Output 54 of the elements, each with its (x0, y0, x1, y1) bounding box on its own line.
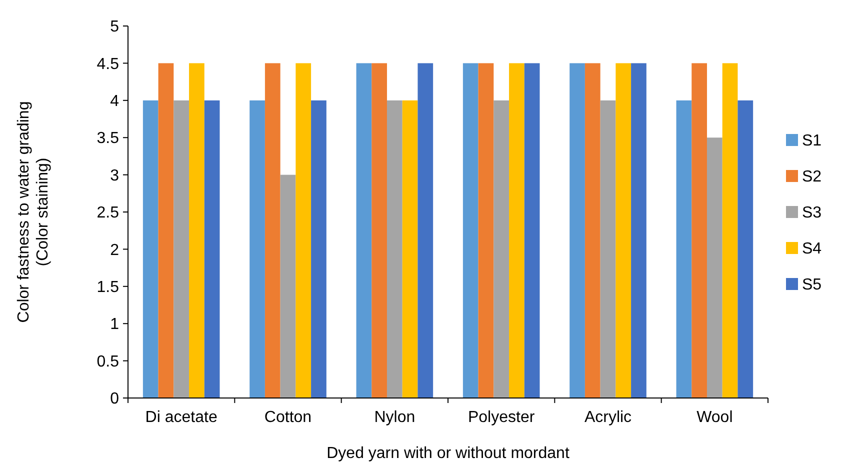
y-tick-label: 0 (110, 390, 120, 408)
bar (600, 100, 616, 398)
y-tick-label: 4.5 (96, 56, 120, 73)
y-tick-label: 1.5 (96, 279, 120, 296)
bar (402, 100, 418, 398)
bar (478, 63, 494, 398)
x-tick-label: Wool (696, 409, 733, 426)
x-axis-title: Dyed yarn with or without mordant (326, 445, 570, 462)
bar (356, 63, 372, 398)
bar (311, 100, 326, 398)
bar (250, 100, 265, 398)
bar (570, 63, 585, 398)
bar (158, 63, 174, 398)
bar (584, 63, 600, 398)
bar (676, 100, 692, 398)
bar (418, 63, 434, 398)
x-tick-label: Di acetate (145, 409, 218, 426)
y-tick-label: 3.5 (96, 130, 120, 148)
y-tick-label: 1 (110, 316, 120, 334)
x-tick-label: Nylon (374, 409, 416, 426)
x-tick-label: Acrylic (584, 409, 632, 426)
bar (616, 63, 632, 398)
bar (524, 63, 540, 398)
y-tick-label: 5 (110, 18, 120, 36)
bar (631, 63, 646, 398)
y-tick-label: 4 (110, 93, 120, 110)
x-tick-label: Cotton (264, 409, 312, 426)
bar (738, 100, 754, 398)
bar (494, 100, 510, 398)
y-tick-label: 2 (110, 242, 120, 259)
bar (386, 100, 402, 398)
legend-label: S4 (802, 240, 822, 258)
y-tick-label: 2.5 (96, 204, 120, 222)
legend-label: S1 (802, 132, 822, 150)
bar (296, 63, 312, 398)
legend-label: S2 (802, 168, 822, 186)
bar (204, 100, 220, 398)
y-axis-title: Color fastness to water grading (Color staining) (15, 101, 52, 323)
bar (174, 100, 190, 398)
bar (706, 138, 722, 398)
bar (280, 174, 296, 398)
legend-label: S5 (802, 276, 822, 294)
bar (142, 100, 158, 398)
bar (189, 63, 204, 398)
bar (692, 63, 707, 398)
bar (264, 63, 280, 398)
bar (462, 63, 478, 398)
bar (509, 63, 524, 398)
bar (372, 63, 387, 398)
y-tick-label: 3 (110, 167, 120, 184)
legend-label: S3 (802, 204, 822, 222)
y-tick-label: 0.5 (96, 353, 120, 370)
bar (722, 63, 738, 398)
x-tick-label: Polyester (468, 409, 536, 426)
